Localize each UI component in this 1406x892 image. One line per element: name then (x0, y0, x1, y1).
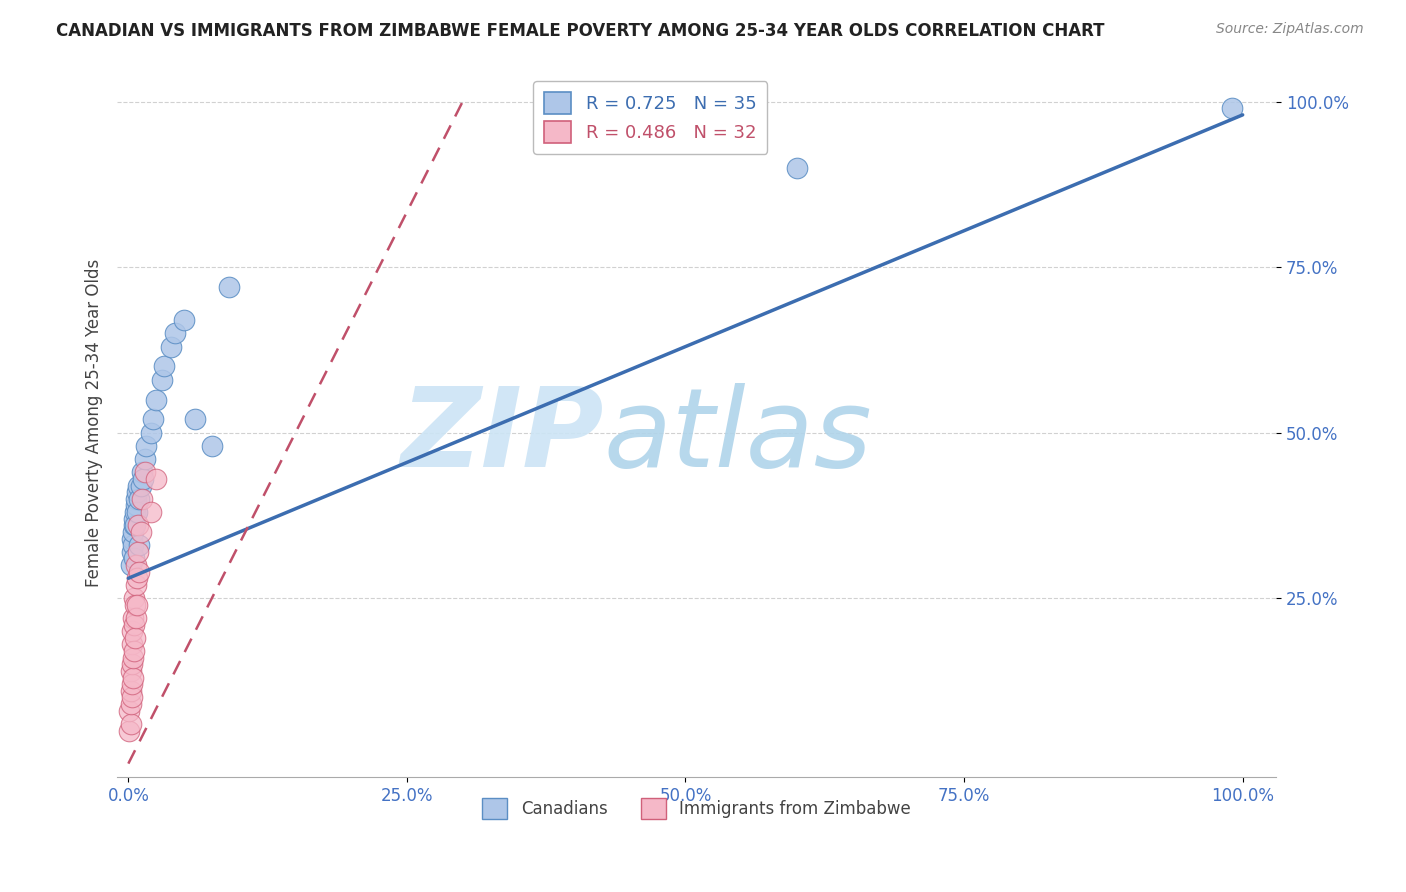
Point (125, 611, 148, 625)
Point (139, 505, 162, 519)
Point (201, 439, 224, 453)
Point (120, 558, 142, 572)
Point (134, 452, 156, 467)
Point (132, 472, 155, 486)
Point (153, 359, 176, 374)
Text: Source: ZipAtlas.com: Source: ZipAtlas.com (1216, 22, 1364, 37)
Point (122, 518, 145, 533)
Point (122, 617, 145, 632)
Point (125, 578, 148, 592)
Legend: Canadians, Immigrants from Zimbabwe: Canadians, Immigrants from Zimbabwe (475, 791, 918, 825)
Text: atlas: atlas (605, 384, 873, 491)
Point (121, 611, 143, 625)
Y-axis label: Female Poverty Among 25-34 Year Olds: Female Poverty Among 25-34 Year Olds (86, 259, 103, 587)
Point (150, 373, 173, 387)
Point (121, 650, 143, 665)
Text: CANADIAN VS IMMIGRANTS FROM ZIMBABWE FEMALE POVERTY AMONG 25-34 YEAR OLDS CORREL: CANADIAN VS IMMIGRANTS FROM ZIMBABWE FEM… (56, 22, 1105, 40)
Point (128, 538, 150, 552)
Point (121, 624, 143, 639)
Point (121, 532, 143, 546)
Point (145, 392, 167, 407)
Point (159, 340, 181, 354)
Point (125, 558, 148, 572)
Point (127, 485, 149, 500)
Point (122, 591, 145, 606)
Point (120, 664, 142, 678)
Point (131, 491, 153, 506)
Point (121, 545, 143, 559)
Point (135, 439, 157, 453)
Point (125, 499, 148, 513)
Point (127, 478, 149, 492)
Point (124, 505, 146, 519)
Point (127, 505, 149, 519)
Point (122, 644, 145, 658)
Point (129, 524, 152, 539)
Point (127, 545, 149, 559)
Point (120, 717, 142, 731)
Point (134, 466, 156, 480)
Point (121, 538, 143, 552)
Point (129, 478, 152, 492)
Point (120, 697, 142, 711)
Point (145, 472, 167, 486)
Point (122, 551, 145, 566)
Point (142, 412, 165, 426)
Point (131, 466, 153, 480)
Point (1220, 101, 1243, 115)
Point (127, 518, 149, 533)
Point (124, 518, 146, 533)
Point (121, 524, 143, 539)
Point (124, 598, 146, 612)
Point (121, 657, 143, 672)
Point (127, 598, 149, 612)
Point (165, 326, 187, 341)
Point (218, 280, 240, 294)
Point (184, 412, 207, 426)
Point (120, 683, 142, 698)
Point (127, 571, 149, 585)
Point (121, 671, 143, 685)
Point (124, 631, 146, 645)
Point (122, 511, 145, 525)
Point (118, 723, 141, 738)
Point (786, 161, 808, 175)
Point (121, 637, 143, 651)
Text: ZIP: ZIP (401, 384, 605, 491)
Point (125, 491, 148, 506)
Point (118, 704, 141, 718)
Point (128, 491, 150, 506)
Point (173, 313, 195, 327)
Point (121, 690, 143, 705)
Point (128, 565, 150, 579)
Point (139, 425, 162, 440)
Point (121, 677, 143, 691)
